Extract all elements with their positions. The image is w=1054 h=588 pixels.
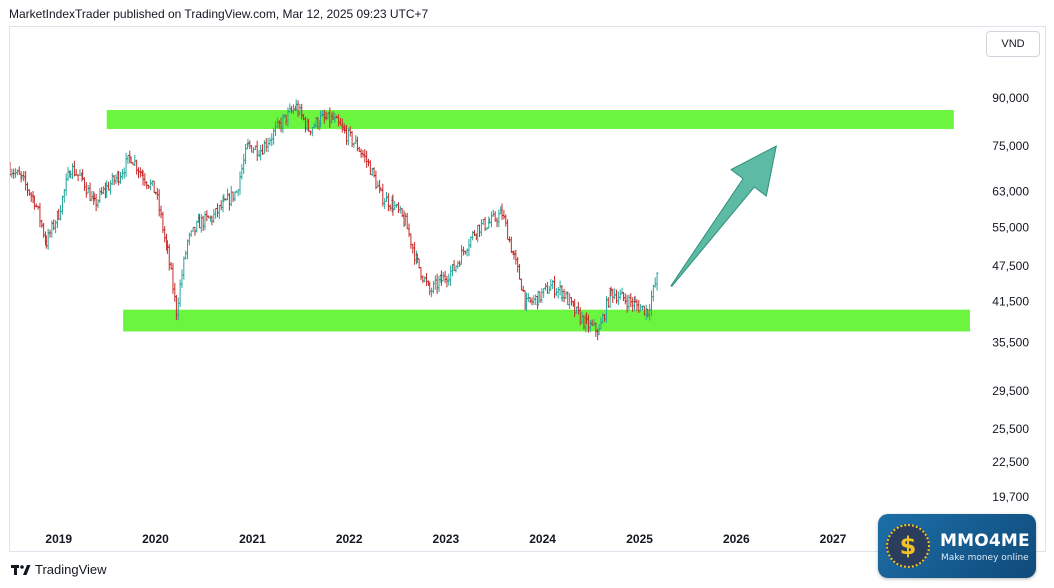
dollar-coin-icon: $ <box>886 524 930 568</box>
tradingview-logo-icon <box>11 564 31 575</box>
y-tick-label: 90,000 <box>992 91 1029 105</box>
price-chart[interactable]: 110,00090,00075,00063,00055,00047,50041,… <box>10 27 1047 553</box>
tradingview-footer: TradingView <box>11 562 107 577</box>
y-tick-label: 63,000 <box>992 185 1029 199</box>
x-tick-label: 2026 <box>723 532 750 546</box>
y-tick-label: 25,500 <box>992 422 1029 436</box>
mmo4me-watermark: $ MMO4ME Make money online <box>878 514 1036 578</box>
y-tick-label: 35,500 <box>992 335 1029 349</box>
x-tick-label: 2022 <box>336 532 363 546</box>
chart-frame[interactable]: 110,00090,00075,00063,00055,00047,50041,… <box>9 26 1046 552</box>
y-tick-label: 41,500 <box>992 294 1029 308</box>
published-info: MarketIndexTrader published on TradingVi… <box>9 7 429 21</box>
y-tick-label: 47,500 <box>992 259 1029 273</box>
y-tick-label: 19,700 <box>992 490 1029 504</box>
watermark-title: MMO4ME <box>940 531 1030 551</box>
watermark-subtitle: Make money online <box>941 553 1029 563</box>
x-tick-label: 2019 <box>45 532 72 546</box>
x-tick-label: 2020 <box>142 532 169 546</box>
tradingview-brand: TradingView <box>35 562 107 577</box>
y-tick-label: 22,500 <box>992 455 1029 469</box>
x-tick-label: 2024 <box>529 532 556 546</box>
y-tick-label: 55,000 <box>992 220 1029 234</box>
x-tick-label: 2027 <box>820 532 847 546</box>
forecast-arrow <box>670 145 777 287</box>
x-tick-label: 2021 <box>239 532 266 546</box>
support-zone <box>123 309 971 332</box>
y-tick-label: 75,000 <box>992 139 1029 153</box>
x-tick-label: 2025 <box>626 532 653 546</box>
x-tick-label: 2023 <box>433 532 460 546</box>
currency-selector[interactable]: VND <box>986 31 1040 57</box>
y-tick-label: 29,500 <box>992 384 1029 398</box>
resistance-zone <box>106 110 954 130</box>
